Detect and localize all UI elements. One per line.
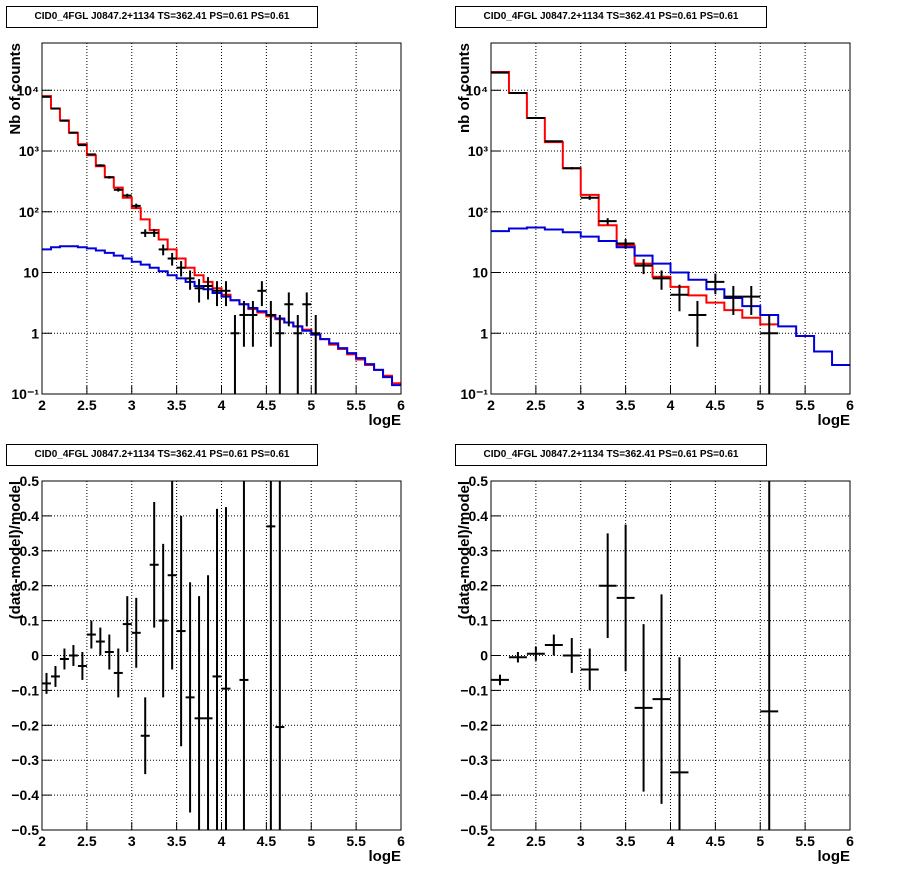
y-tick-label: 1	[31, 325, 39, 341]
plot-area	[491, 481, 779, 830]
panel-4-title: CID0_4FGL J0847.2+1134 TS=362.41 PS=0.61…	[455, 444, 767, 466]
plot-frame	[41, 42, 402, 395]
y-tick-label: 10³	[468, 143, 489, 159]
series-step-1	[491, 70, 779, 326]
plot-frame	[490, 42, 851, 395]
y-tick-label: −0.2	[11, 717, 39, 733]
y-tick-label: 1	[480, 325, 488, 341]
y-tick-label: 10⁻¹	[460, 386, 488, 402]
x-tick-label: 3	[577, 397, 585, 413]
y-tick-label: 10	[472, 265, 488, 281]
x-axis-label: logE	[818, 848, 851, 865]
x-tick-label: 5	[756, 833, 764, 849]
panel-4: 2 2.5 3 3.5 4 4.5 5 5.5 6 −0.5 −0.4 −0.3 −0.2 −0.1 0 0.…	[456, 473, 854, 865]
plot-area	[491, 70, 850, 394]
y-tick-label: 0	[31, 648, 39, 664]
y-tick-label: 0.3	[20, 543, 40, 559]
x-tick-label: 2.5	[526, 397, 546, 413]
x-tick-label: 5.5	[346, 833, 366, 849]
y-tick-label: 0.4	[469, 508, 489, 524]
x-tick-label: 4	[218, 833, 226, 849]
x-tick-label: 4	[667, 833, 675, 849]
x-axis-label: logE	[369, 412, 402, 429]
x-tick-label: 5.5	[795, 833, 815, 849]
x-tick-label: 2.5	[77, 833, 97, 849]
x-tick-label: 2	[487, 833, 495, 849]
x-tick-label: 2.5	[77, 397, 97, 413]
panel-1: 2 2.5 3 3.5 4 4.5 5 5.5 6 10⁻¹ 1 10 10² 10³ 10⁴ logE Nb …	[7, 42, 405, 429]
y-tick-label: 10⁻¹	[11, 386, 39, 402]
x-tick-label: 5	[307, 397, 315, 413]
panel-2-title: CID0_4FGL J0847.2+1134 TS=362.41 PS=0.61…	[455, 6, 767, 28]
y-tick-label: 10⁴	[17, 82, 40, 98]
x-tick-label: 5.5	[795, 397, 815, 413]
y-tick-label: 0.1	[469, 613, 489, 629]
x-tick-label: 5	[756, 397, 764, 413]
panel-1-title: CID0_4FGL J0847.2+1134 TS=362.41 PS=0.61…	[6, 6, 318, 28]
x-axis-label: logE	[369, 848, 402, 865]
y-tick-label: 0.5	[20, 473, 40, 489]
x-tick-label: 2	[487, 397, 495, 413]
y-tick-label: −0.4	[460, 787, 488, 803]
y-tick-label: 0.1	[20, 613, 40, 629]
y-tick-label: −0.2	[460, 717, 488, 733]
x-tick-label: 5.5	[346, 397, 366, 413]
x-tick-label: 6	[397, 397, 405, 413]
y-axis-label: nb of counts	[456, 43, 473, 133]
x-tick-label: 3	[128, 833, 136, 849]
x-tick-label: 3.5	[167, 833, 187, 849]
x-tick-label: 4	[218, 397, 226, 413]
panel-3: 2 2.5 3 3.5 4 4.5 5 5.5 6 −0.5 −0.4 −0.3 −0.2 −0.1 0 0.…	[7, 473, 405, 865]
panel-2: 2 2.5 3 3.5 4 4.5 5 5.5 6 10⁻¹ 1 10 10² 10³ 10⁴ logE nb …	[456, 42, 854, 429]
y-tick-label: −0.3	[460, 752, 488, 768]
panel-3-title: CID0_4FGL J0847.2+1134 TS=362.41 PS=0.61…	[6, 444, 318, 466]
y-tick-label: 10³	[19, 143, 40, 159]
x-tick-label: 4.5	[706, 833, 726, 849]
y-tick-label: 10²	[468, 204, 489, 220]
y-tick-label: −0.4	[11, 787, 39, 803]
y-tick-label: 0.2	[469, 578, 489, 594]
y-tick-label: 0.4	[20, 508, 40, 524]
x-tick-label: 2	[38, 833, 46, 849]
x-tick-label: 6	[846, 833, 854, 849]
x-tick-label: 4.5	[257, 397, 277, 413]
y-tick-label: 10	[23, 265, 39, 281]
y-tick-label: 10²	[19, 204, 40, 220]
x-tick-label: 3	[577, 833, 585, 849]
x-tick-label: 5	[307, 833, 315, 849]
x-tick-label: 3.5	[616, 397, 636, 413]
y-axis-label: (data-model)/model	[456, 481, 473, 619]
y-tick-label: −0.3	[11, 752, 39, 768]
x-tick-label: 3.5	[167, 397, 187, 413]
y-tick-label: −0.1	[11, 682, 39, 698]
y-tick-label: 0.2	[20, 578, 40, 594]
x-axis-label: logE	[818, 412, 851, 429]
x-tick-label: 4	[667, 397, 675, 413]
y-tick-label: 0.5	[469, 473, 489, 489]
x-tick-label: 6	[397, 833, 405, 849]
series-step-2	[491, 226, 850, 367]
y-tick-label: −0.1	[460, 682, 488, 698]
y-tick-label: −0.5	[11, 822, 39, 838]
y-tick-label: 0.3	[469, 543, 489, 559]
plot-area	[42, 95, 401, 394]
x-tick-label: 6	[846, 397, 854, 413]
x-tick-label: 2	[38, 397, 46, 413]
x-tick-label: 3.5	[616, 833, 636, 849]
y-tick-label: 10⁴	[466, 82, 489, 98]
x-tick-label: 3	[128, 397, 136, 413]
plot-area	[42, 481, 285, 830]
series-step-2	[42, 245, 401, 387]
x-tick-label: 4.5	[706, 397, 726, 413]
x-tick-label: 4.5	[257, 833, 277, 849]
y-axis-label: Nb of counts	[7, 43, 24, 135]
x-tick-label: 2.5	[526, 833, 546, 849]
y-axis-label: (data-model)/model	[7, 481, 24, 619]
y-tick-label: −0.5	[460, 822, 488, 838]
y-tick-label: 0	[480, 648, 488, 664]
